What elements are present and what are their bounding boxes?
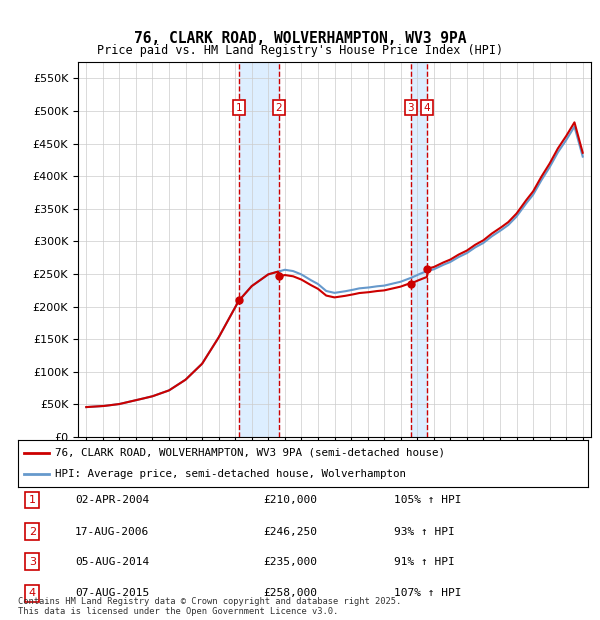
Text: 02-APR-2004: 02-APR-2004: [75, 495, 149, 505]
Text: 4: 4: [424, 103, 430, 113]
Text: 2: 2: [29, 526, 36, 536]
Text: 107% ↑ HPI: 107% ↑ HPI: [394, 588, 462, 598]
Text: 105% ↑ HPI: 105% ↑ HPI: [394, 495, 462, 505]
Text: 91% ↑ HPI: 91% ↑ HPI: [394, 557, 455, 567]
Text: This data is licensed under the Open Government Licence v3.0.: This data is licensed under the Open Gov…: [18, 607, 338, 616]
Bar: [410, 62, 427, 437]
Text: HPI: Average price, semi-detached house, Wolverhampton: HPI: Average price, semi-detached house,…: [55, 469, 406, 479]
Text: 76, CLARK ROAD, WOLVERHAMPTON, WV3 9PA: 76, CLARK ROAD, WOLVERHAMPTON, WV3 9PA: [134, 31, 466, 46]
Text: 1: 1: [29, 495, 36, 505]
Bar: [239, 62, 279, 437]
Text: 76, CLARK ROAD, WOLVERHAMPTON, WV3 9PA (semi-detached house): 76, CLARK ROAD, WOLVERHAMPTON, WV3 9PA (…: [55, 448, 445, 458]
Text: £210,000: £210,000: [263, 495, 317, 505]
Text: £258,000: £258,000: [263, 588, 317, 598]
Text: £235,000: £235,000: [263, 557, 317, 567]
Text: 3: 3: [407, 103, 414, 113]
Text: 1: 1: [236, 103, 242, 113]
Text: Contains HM Land Registry data © Crown copyright and database right 2025.: Contains HM Land Registry data © Crown c…: [18, 597, 401, 606]
Text: 05-AUG-2014: 05-AUG-2014: [75, 557, 149, 567]
Text: £246,250: £246,250: [263, 526, 317, 536]
Text: 3: 3: [29, 557, 36, 567]
Text: 4: 4: [29, 588, 36, 598]
Text: 07-AUG-2015: 07-AUG-2015: [75, 588, 149, 598]
Text: 93% ↑ HPI: 93% ↑ HPI: [394, 526, 455, 536]
Text: 2: 2: [275, 103, 282, 113]
Text: 17-AUG-2006: 17-AUG-2006: [75, 526, 149, 536]
Text: Price paid vs. HM Land Registry's House Price Index (HPI): Price paid vs. HM Land Registry's House …: [97, 45, 503, 57]
